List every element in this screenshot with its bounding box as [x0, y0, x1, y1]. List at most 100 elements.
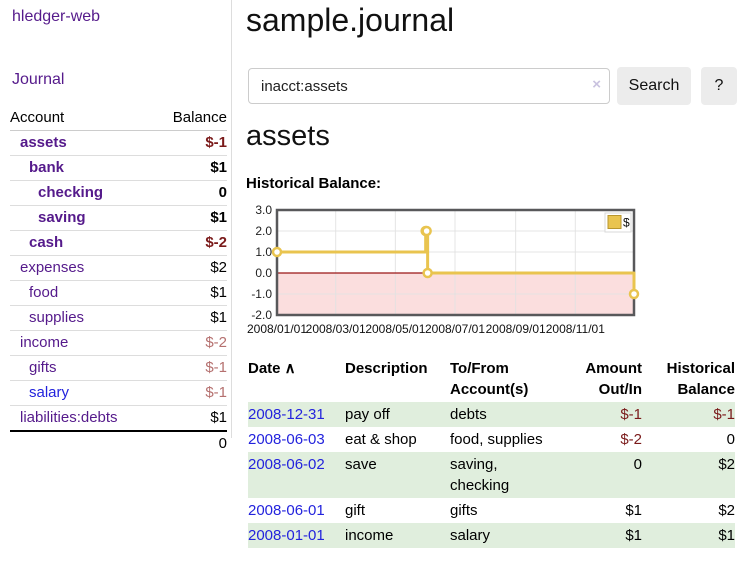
svg-text:0.0: 0.0 — [255, 266, 272, 280]
register-row: 2008-06-01 gift gifts $1 $2 — [248, 498, 735, 523]
transaction-date-link[interactable]: 2008-06-03 — [248, 431, 325, 448]
account-link[interactable]: food — [29, 284, 59, 301]
clear-search-icon[interactable]: × — [592, 76, 601, 93]
account-row: income $-2 — [10, 331, 227, 356]
svg-text:-1.0: -1.0 — [251, 287, 272, 301]
account-balance: 0 — [218, 184, 227, 201]
transaction-amount: $-2 — [620, 431, 642, 448]
transaction-accounts: gifts — [450, 502, 478, 519]
register-column-header[interactable]: Date ∧ — [248, 360, 296, 377]
account-row: supplies $1 — [10, 306, 227, 331]
accounts-total-value: 0 — [218, 435, 227, 452]
svg-text:2008/03/01: 2008/03/01 — [306, 322, 366, 336]
transaction-balance: $2 — [718, 456, 735, 473]
register-column-header: Description — [345, 360, 428, 377]
help-button[interactable]: ? — [701, 67, 737, 105]
transaction-accounts: saving, checking — [450, 456, 510, 494]
transaction-date-link[interactable]: 2008-12-31 — [248, 406, 325, 423]
historical-balance-chart: $3.0 2.0 1.0 0.0 -1.0 -2.0 2008/01/01 2008/03/0… — [240, 203, 700, 345]
transaction-description: eat & shop — [345, 431, 417, 448]
svg-text:$: $ — [623, 216, 630, 230]
accounts-table: Account Balance assets $-1 bank $1 check… — [10, 106, 227, 456]
page-title: sample.journal — [246, 2, 455, 38]
svg-text:2008/05/01: 2008/05/01 — [365, 322, 425, 336]
transaction-description: pay off — [345, 406, 390, 423]
transaction-balance: 0 — [726, 431, 735, 448]
svg-text:2008/09/01: 2008/09/01 — [486, 322, 546, 336]
account-link[interactable]: saving — [38, 209, 86, 226]
svg-text:1.0: 1.0 — [255, 245, 272, 259]
transaction-description: gift — [345, 502, 366, 519]
transaction-balance: $2 — [718, 502, 735, 519]
account-balance: $-1 — [205, 134, 227, 151]
balance-column-header: Balance — [172, 109, 227, 126]
transaction-amount: $-1 — [620, 406, 642, 423]
transaction-amount: 0 — [633, 456, 642, 473]
transaction-date-link[interactable]: 2008-06-02 — [248, 456, 325, 473]
app-title-link[interactable]: hledger-web — [12, 8, 101, 25]
transaction-amount: $1 — [625, 527, 642, 544]
account-link[interactable]: income — [20, 334, 69, 351]
account-link[interactable]: salary — [29, 384, 70, 401]
account-balance: $1 — [210, 209, 227, 226]
transaction-date-link[interactable]: 2008-01-01 — [248, 527, 325, 544]
account-row: expenses $2 — [10, 256, 227, 281]
svg-text:2008/01/01: 2008/01/01 — [247, 322, 307, 336]
register-row: 2008-12-31 pay off debts $-1 $-1 — [248, 402, 735, 427]
search-input[interactable] — [248, 68, 610, 104]
account-link[interactable]: expenses — [20, 259, 85, 276]
account-row: food $1 — [10, 281, 227, 306]
account-row: gifts $-1 — [10, 356, 227, 381]
svg-text:2008/07/01: 2008/07/01 — [425, 322, 485, 336]
transaction-description: save — [345, 456, 377, 473]
account-link[interactable]: assets — [20, 134, 67, 151]
accounts-table-header: Account Balance — [10, 106, 227, 131]
account-row: bank $1 — [10, 156, 227, 181]
sidebar-divider — [231, 0, 232, 438]
register-table: Date ∧ Description To/From Account(s) Amoun… — [248, 358, 735, 548]
account-link[interactable]: liabilities:debts — [20, 409, 118, 426]
register-column-header: Historical Balance — [666, 360, 735, 398]
account-heading: assets — [246, 120, 330, 152]
account-link[interactable]: checking — [38, 184, 104, 201]
transaction-accounts: food, supplies — [450, 431, 543, 448]
account-balance: $-2 — [205, 334, 227, 351]
account-row: checking 0 — [10, 181, 227, 206]
account-balance: $1 — [210, 159, 227, 176]
account-link[interactable]: bank — [29, 159, 65, 176]
chart-title: Historical Balance: — [246, 175, 382, 192]
account-link[interactable]: gifts — [29, 359, 57, 376]
account-balance: $-1 — [205, 384, 227, 401]
sidebar-item-journal[interactable]: Journal — [12, 71, 65, 88]
search-box: × — [248, 68, 610, 104]
sort-ascending-icon: ∧ — [280, 360, 296, 377]
register-column-header: Amount Out/In — [585, 360, 642, 398]
svg-text:2.0: 2.0 — [255, 224, 272, 238]
transaction-balance: $1 — [718, 527, 735, 544]
account-row: salary $-1 — [10, 381, 227, 406]
transaction-date-link[interactable]: 2008-06-01 — [248, 502, 325, 519]
account-row: cash $-2 — [10, 231, 227, 256]
register-row: 2008-06-03 eat & shop food, supplies $-2… — [248, 427, 735, 452]
svg-text:3.0: 3.0 — [255, 203, 272, 217]
account-link[interactable]: supplies — [29, 309, 85, 326]
account-link[interactable]: cash — [29, 234, 64, 251]
svg-text:-2.0: -2.0 — [251, 308, 272, 322]
account-balance: $2 — [210, 259, 227, 276]
account-column-header: Account — [10, 109, 65, 126]
account-balance: $-2 — [205, 234, 227, 251]
accounts-total-row: 0 — [10, 430, 227, 456]
register-table-header: Date ∧ Description To/From Account(s) Amoun… — [248, 358, 735, 402]
transaction-balance: $-1 — [713, 406, 735, 423]
account-balance: $1 — [210, 309, 227, 326]
transaction-accounts: salary — [450, 527, 491, 544]
account-balance: $-1 — [205, 359, 227, 376]
svg-text:2008/11/01: 2008/11/01 — [546, 322, 605, 336]
account-balance: $1 — [210, 284, 227, 301]
transaction-amount: $1 — [625, 502, 642, 519]
search-button[interactable]: Search — [617, 67, 691, 105]
transaction-accounts: debts — [450, 406, 487, 423]
account-row: liabilities:debts $1 — [10, 406, 227, 430]
register-row: 2008-06-02 save saving, checking 0 $2 — [248, 452, 735, 498]
account-row: saving $1 — [10, 206, 227, 231]
